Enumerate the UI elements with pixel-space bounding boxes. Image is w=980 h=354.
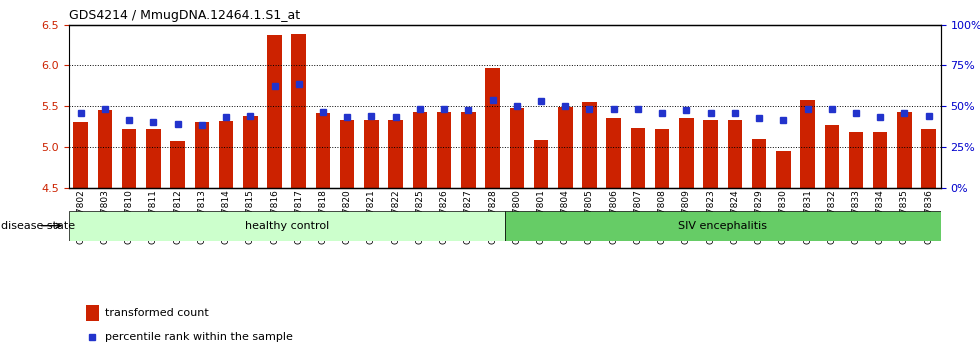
- Bar: [485, 68, 500, 188]
- Bar: [243, 116, 258, 188]
- Bar: [752, 139, 766, 188]
- Bar: [607, 119, 621, 188]
- Bar: [316, 113, 330, 188]
- Bar: [171, 141, 185, 188]
- Bar: [98, 110, 112, 188]
- Bar: [801, 100, 814, 188]
- Bar: [437, 112, 452, 188]
- Bar: [824, 125, 839, 188]
- Bar: [268, 35, 282, 188]
- Text: GDS4214 / MmugDNA.12464.1.S1_at: GDS4214 / MmugDNA.12464.1.S1_at: [69, 9, 300, 22]
- Bar: [340, 120, 355, 188]
- Bar: [776, 151, 791, 188]
- Bar: [558, 107, 572, 188]
- Bar: [388, 120, 403, 188]
- Bar: [122, 129, 136, 188]
- Bar: [655, 129, 669, 188]
- Bar: [291, 34, 306, 188]
- Bar: [74, 122, 88, 188]
- Text: disease state: disease state: [1, 221, 75, 231]
- Bar: [704, 120, 718, 188]
- FancyBboxPatch shape: [69, 211, 505, 241]
- Bar: [849, 132, 863, 188]
- Bar: [195, 122, 209, 188]
- Bar: [365, 120, 378, 188]
- Bar: [461, 112, 475, 188]
- Text: percentile rank within the sample: percentile rank within the sample: [105, 332, 293, 342]
- FancyBboxPatch shape: [505, 211, 941, 241]
- Text: SIV encephalitis: SIV encephalitis: [678, 221, 767, 231]
- Bar: [679, 119, 694, 188]
- Bar: [727, 120, 742, 188]
- Bar: [534, 141, 549, 188]
- Bar: [921, 129, 936, 188]
- Bar: [146, 129, 161, 188]
- Bar: [898, 112, 911, 188]
- Bar: [510, 108, 524, 188]
- Bar: [631, 128, 645, 188]
- Bar: [86, 305, 99, 321]
- Text: healthy control: healthy control: [245, 221, 328, 231]
- Bar: [219, 121, 233, 188]
- Text: transformed count: transformed count: [105, 308, 209, 318]
- Bar: [413, 112, 427, 188]
- Bar: [873, 132, 888, 188]
- Bar: [582, 102, 597, 188]
